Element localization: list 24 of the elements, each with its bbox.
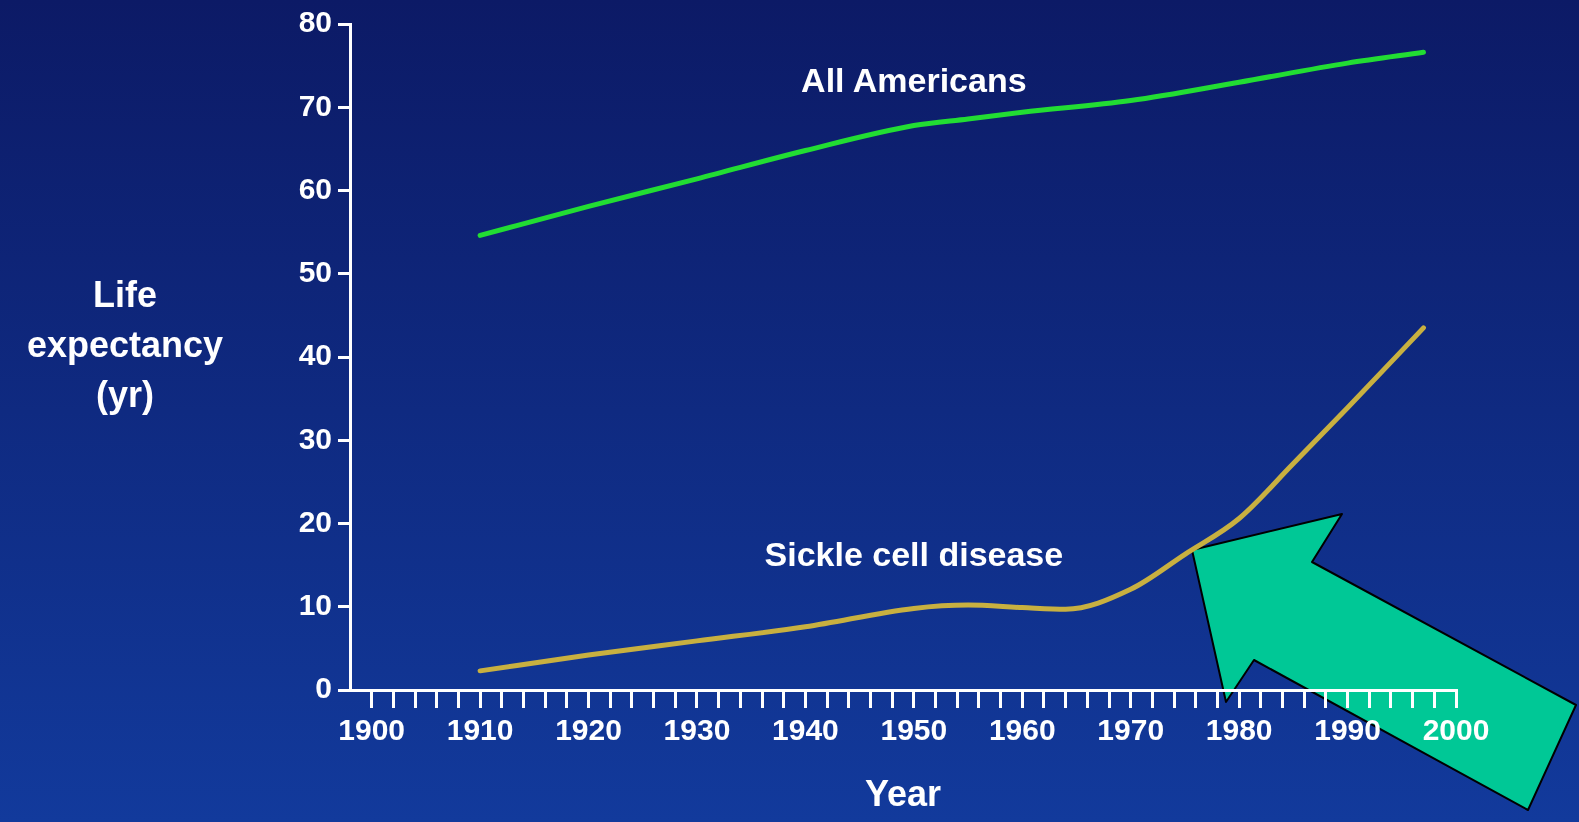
y-tick-label: 30 <box>298 421 332 455</box>
x-tick-label: 1920 <box>555 713 622 747</box>
y-tick-label: 60 <box>298 171 332 205</box>
y-tick-label: 20 <box>298 504 332 538</box>
series-label: All Americans <box>801 60 1027 99</box>
y-axis-title: Life expectancy (yr) <box>25 273 225 417</box>
y-tick-label: 70 <box>298 88 332 122</box>
x-tick-label: 1960 <box>988 713 1056 747</box>
x-tick-label: 1910 <box>446 713 514 747</box>
y-tick-label: 80 <box>298 5 332 39</box>
series-label: Sickle cell disease <box>764 535 1064 574</box>
y-tick-label: 10 <box>298 588 332 622</box>
y-tick-label: 0 <box>315 671 332 705</box>
x-tick-label: 1970 <box>1097 713 1165 747</box>
y-tick-label: 40 <box>298 338 332 372</box>
x-tick-label: 1980 <box>1205 713 1273 747</box>
x-axis-title: Year <box>864 773 942 815</box>
x-tick-label: 1950 <box>880 713 948 747</box>
x-tick-label: 1990 <box>1314 713 1381 747</box>
x-tick-label: 1930 <box>663 713 731 747</box>
x-tick-label: 1940 <box>772 713 839 747</box>
x-tick-label: 2000 <box>1422 713 1490 747</box>
y-tick-label: 50 <box>298 255 332 289</box>
x-tick-label: 1900 <box>338 713 406 747</box>
